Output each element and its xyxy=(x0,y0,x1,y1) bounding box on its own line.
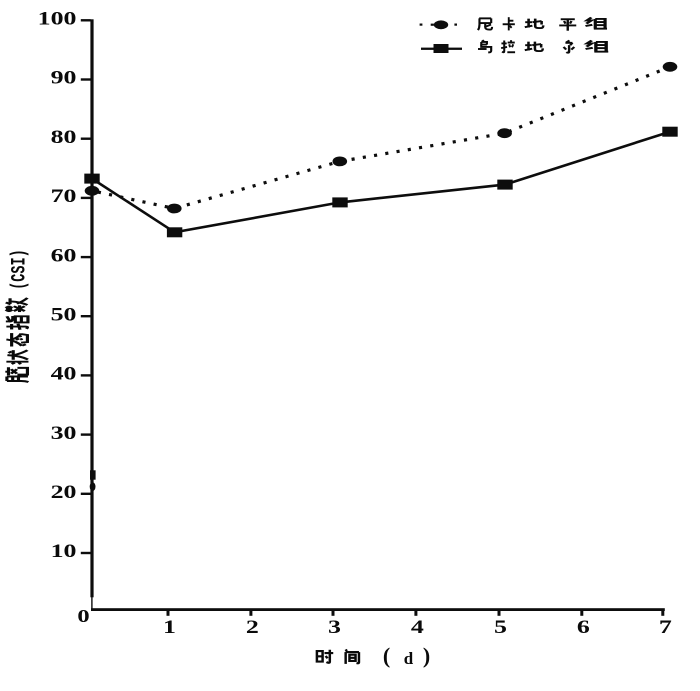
svg-text:(: ( xyxy=(383,643,390,668)
svg-text:0: 0 xyxy=(77,606,89,626)
svg-text:80: 80 xyxy=(51,126,77,147)
svg-text:6: 6 xyxy=(577,617,590,638)
svg-text:5: 5 xyxy=(494,617,507,638)
svg-text:): ) xyxy=(423,643,430,668)
svg-text:40: 40 xyxy=(51,363,77,384)
svg-text:3: 3 xyxy=(328,617,341,638)
svg-text:4: 4 xyxy=(411,617,424,638)
svg-text:100: 100 xyxy=(38,8,77,29)
svg-text:d: d xyxy=(404,649,414,668)
svg-text:7: 7 xyxy=(659,617,672,638)
svg-text:1: 1 xyxy=(163,617,176,638)
svg-text:70: 70 xyxy=(51,186,77,207)
svg-text:2: 2 xyxy=(246,617,259,638)
svg-text:90: 90 xyxy=(51,67,77,88)
svg-text:60: 60 xyxy=(51,245,77,266)
svg-text:10: 10 xyxy=(51,541,77,562)
svg-text:(CSI): (CSI) xyxy=(9,249,31,289)
svg-text:30: 30 xyxy=(51,422,77,443)
svg-text:20: 20 xyxy=(51,482,77,503)
svg-text:50: 50 xyxy=(51,304,77,325)
